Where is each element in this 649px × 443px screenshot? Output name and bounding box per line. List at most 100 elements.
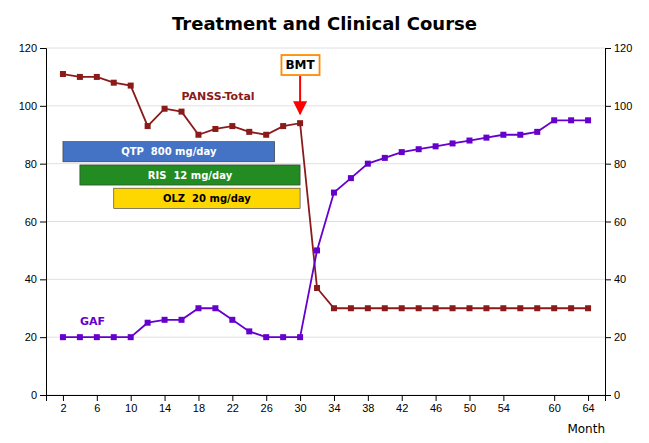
drug-bar	[63, 142, 275, 162]
y2-axis-tick-label: 0	[614, 389, 620, 401]
y-axis-tick-mark	[40, 106, 46, 107]
x-axis-tick-label: 42	[396, 402, 408, 414]
series-marker	[314, 285, 320, 291]
series-marker	[280, 334, 286, 340]
grid-line	[46, 279, 605, 280]
y-axis-line	[40, 49, 47, 396]
series-marker	[585, 305, 591, 311]
x-axis-tick-mark	[131, 395, 132, 401]
x-axis: 261014182226303438424650546064	[47, 395, 606, 414]
series-marker	[551, 117, 557, 123]
x-axis-tick-mark	[503, 395, 504, 401]
y2-axis-tick-label: 20	[614, 331, 626, 343]
series-marker	[128, 83, 134, 89]
series-marker	[450, 140, 456, 146]
plot-area	[60, 71, 591, 340]
y-axis-tick-mark	[40, 279, 46, 280]
x-axis-tick-label: 50	[464, 402, 476, 414]
x-axis-tick-label: 64	[582, 402, 594, 414]
series-marker	[382, 155, 388, 161]
x-axis-tick-label: 60	[549, 402, 561, 414]
x-axis-tick-mark	[588, 395, 589, 401]
y2-axis-tick-mark	[605, 279, 611, 280]
x-axis-tick-label: 54	[498, 402, 510, 414]
x-axis-tick-label: 6	[94, 402, 100, 414]
series	[60, 71, 591, 311]
x-axis-tick-label: 14	[159, 402, 171, 414]
series-label: GAF	[80, 315, 105, 328]
x-axis-tick: 54	[498, 395, 510, 414]
y2-axis-tick: 80	[605, 158, 626, 170]
series-marker	[60, 71, 66, 77]
series-marker	[365, 305, 371, 311]
x-axis-tick: 14	[159, 395, 171, 414]
y2-axis-tick-label: 80	[614, 158, 626, 170]
y-axis-tick-mark	[40, 164, 46, 165]
series-marker	[500, 305, 506, 311]
y2-axis-line	[606, 49, 612, 396]
series-marker	[128, 334, 134, 340]
x-axis-tick-mark	[232, 395, 233, 401]
drug-bar	[114, 188, 300, 208]
x-axis-tick-mark	[97, 395, 98, 401]
series-marker	[280, 123, 286, 129]
series-line	[63, 120, 588, 337]
series-marker	[162, 317, 168, 323]
y-axis-tick-mark	[40, 337, 46, 338]
series-marker	[551, 305, 557, 311]
y2-axis-tick-mark	[605, 395, 611, 396]
y-axis-tick-label: 20	[25, 331, 37, 343]
series-marker	[212, 305, 218, 311]
y-axis-tick-mark	[40, 395, 46, 396]
y-axis-tick: 20	[25, 331, 46, 343]
y2-axis-tick-mark	[605, 337, 611, 338]
series-marker	[416, 146, 422, 152]
x-axis-tick-label: 46	[430, 402, 442, 414]
series-marker	[77, 334, 83, 340]
series-marker	[331, 190, 337, 196]
series-marker	[246, 129, 252, 135]
y-axis-tick-mark	[40, 222, 46, 223]
series-marker	[466, 138, 472, 144]
y-axis-tick-label: 0	[31, 389, 37, 401]
y2-axis-tick: 60	[605, 216, 626, 228]
x-axis-tick: 10	[125, 395, 137, 414]
x-axis-tick: 46	[430, 395, 442, 414]
event-label: BMT	[285, 58, 315, 72]
x-axis-tick-mark	[368, 395, 369, 401]
series-marker	[246, 328, 252, 334]
series-label: PANSS-Total	[182, 90, 255, 103]
y-axis: 020406080100120	[19, 42, 47, 401]
series-marker	[179, 109, 185, 115]
series-marker	[331, 305, 337, 311]
series-marker	[229, 123, 235, 129]
series-marker	[348, 305, 354, 311]
title: Treatment and Clinical Course	[172, 13, 477, 34]
x-axis-title: Month	[567, 422, 605, 436]
y2-axis-tick-label: 100	[614, 100, 632, 112]
x-axis-tick-label: 38	[362, 402, 374, 414]
drug-bar	[80, 165, 300, 185]
series-marker	[162, 106, 168, 112]
series-marker	[229, 317, 235, 323]
series-marker	[483, 135, 489, 141]
x-axis-tick: 22	[227, 395, 239, 414]
series-marker	[145, 320, 151, 326]
series-marker	[195, 305, 201, 311]
series-marker	[483, 305, 489, 311]
series-marker	[534, 305, 540, 311]
y-axis-tick-label: 60	[25, 216, 37, 228]
series-marker	[77, 74, 83, 80]
series-marker	[263, 334, 269, 340]
y2-axis-tick-mark	[605, 164, 611, 165]
series-marker	[450, 305, 456, 311]
x-axis-tick-mark	[436, 395, 437, 401]
series-marker	[534, 129, 540, 135]
y-axis-tick: 100	[19, 100, 46, 112]
series-marker	[314, 247, 320, 253]
series-marker	[517, 132, 523, 138]
series-marker	[433, 143, 439, 149]
series-line	[63, 74, 588, 308]
x-axis-tick: 60	[549, 395, 561, 414]
series-marker	[399, 149, 405, 155]
